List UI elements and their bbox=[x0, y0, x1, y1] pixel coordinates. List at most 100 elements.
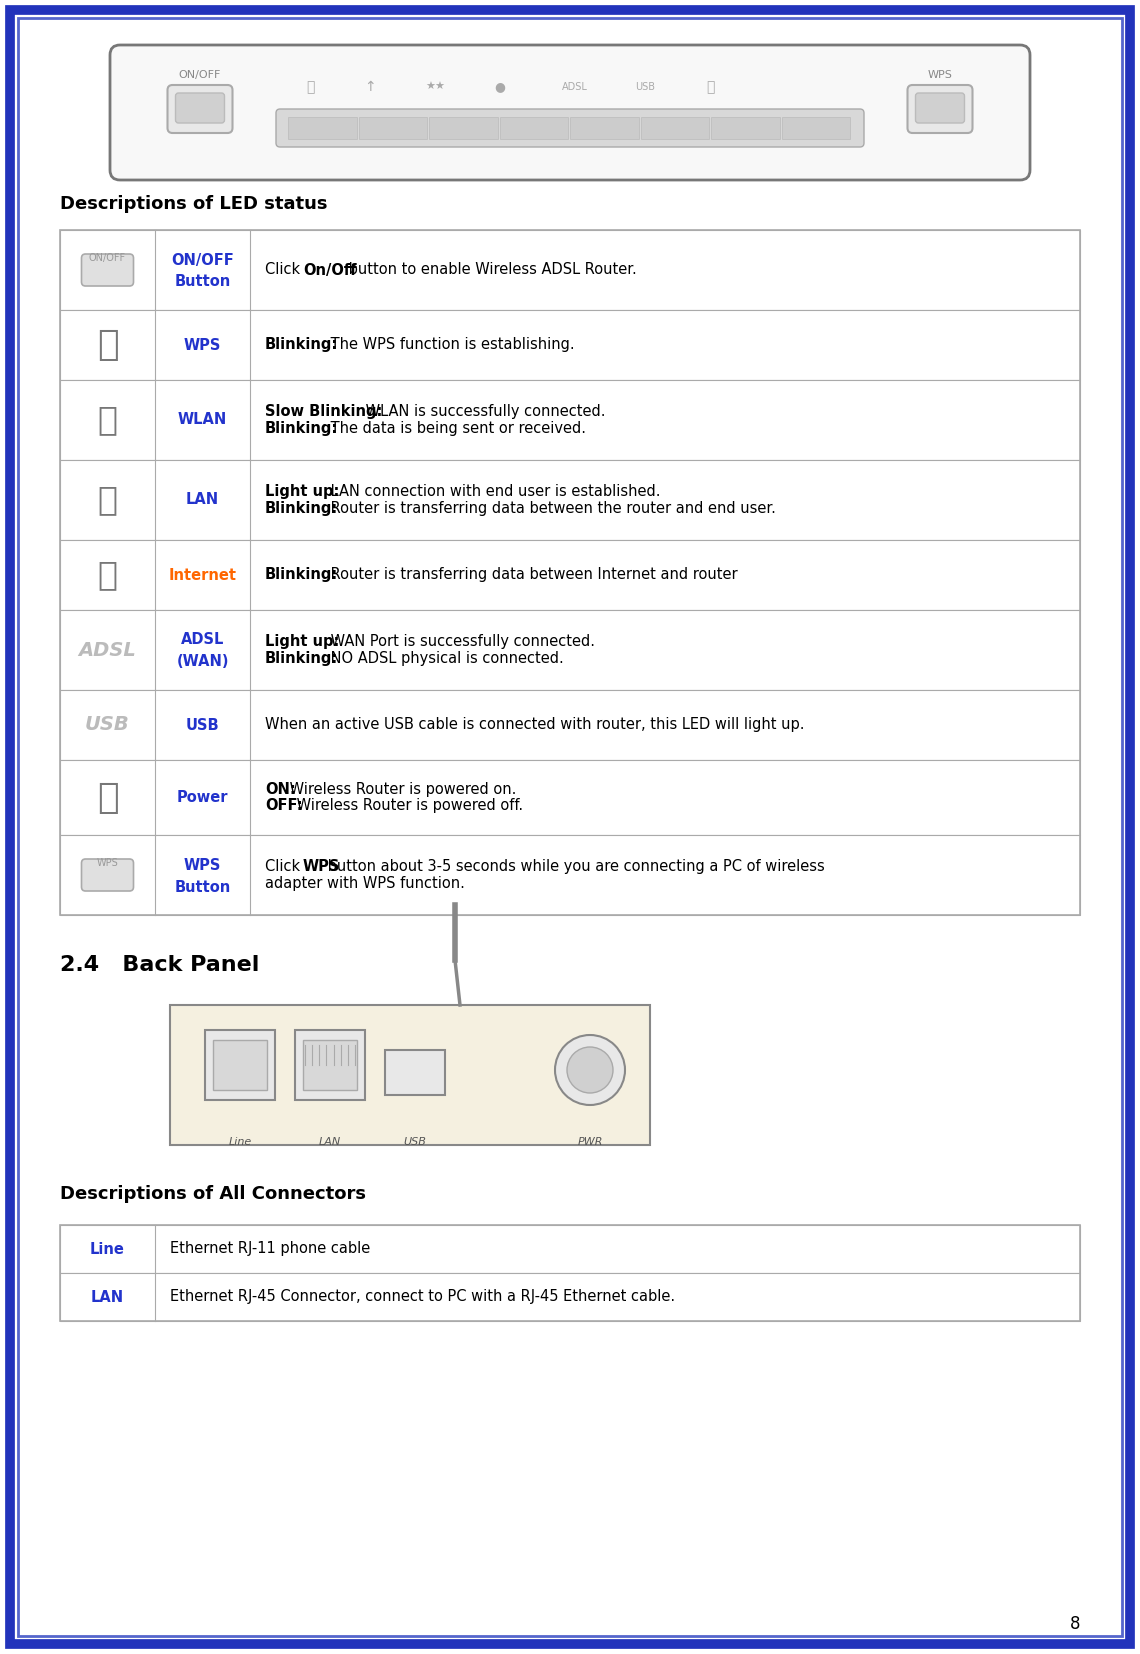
Text: Button: Button bbox=[174, 275, 230, 289]
Bar bbox=[641, 117, 709, 139]
Text: Ethernet RJ-11 phone cable: Ethernet RJ-11 phone cable bbox=[170, 1242, 370, 1257]
FancyBboxPatch shape bbox=[276, 109, 864, 147]
Bar bbox=[60, 460, 1080, 539]
Text: LAN connection with end user is established.: LAN connection with end user is establis… bbox=[326, 485, 661, 500]
Text: Router is transferring data between the router and end user.: Router is transferring data between the … bbox=[326, 501, 776, 516]
Text: On/Off: On/Off bbox=[303, 263, 357, 278]
Text: Blinking:: Blinking: bbox=[264, 501, 339, 516]
Bar bbox=[60, 230, 1080, 309]
Text: USB: USB bbox=[186, 718, 219, 733]
Bar bbox=[205, 1030, 275, 1100]
Bar bbox=[60, 835, 1080, 915]
Bar bbox=[295, 1030, 365, 1100]
Bar bbox=[429, 117, 497, 139]
Text: USB: USB bbox=[404, 1136, 426, 1146]
Text: ↑: ↑ bbox=[364, 79, 376, 94]
Text: 🔒: 🔒 bbox=[97, 327, 119, 362]
Text: ON/OFF: ON/OFF bbox=[89, 253, 127, 263]
Bar bbox=[499, 117, 568, 139]
Text: LAN: LAN bbox=[91, 1290, 124, 1305]
Bar bbox=[170, 1006, 650, 1145]
Bar bbox=[60, 380, 1080, 460]
Bar bbox=[60, 610, 1080, 690]
Text: Descriptions of All Connectors: Descriptions of All Connectors bbox=[60, 1184, 366, 1202]
Text: Blinking:: Blinking: bbox=[264, 420, 339, 437]
Text: Light up:: Light up: bbox=[264, 485, 340, 500]
Bar bbox=[213, 1040, 267, 1090]
Text: ADSL: ADSL bbox=[562, 83, 588, 93]
Bar bbox=[711, 117, 780, 139]
Text: Wireless Router is powered off.: Wireless Router is powered off. bbox=[292, 799, 523, 814]
FancyBboxPatch shape bbox=[168, 84, 233, 132]
Text: 2.4   Back Panel: 2.4 Back Panel bbox=[60, 954, 260, 974]
Text: Wireless Router is powered on.: Wireless Router is powered on. bbox=[285, 782, 516, 797]
Text: ★★: ★★ bbox=[425, 83, 445, 93]
Text: Ethernet RJ-45 Connector, connect to PC with a RJ-45 Ethernet cable.: Ethernet RJ-45 Connector, connect to PC … bbox=[170, 1290, 675, 1305]
Text: WPS: WPS bbox=[303, 858, 340, 873]
Text: The WPS function is establishing.: The WPS function is establishing. bbox=[326, 337, 575, 352]
Text: Line: Line bbox=[90, 1242, 125, 1257]
Text: 8: 8 bbox=[1069, 1614, 1081, 1632]
Text: WPS: WPS bbox=[184, 337, 221, 352]
Text: button to enable Wireless ADSL Router.: button to enable Wireless ADSL Router. bbox=[344, 263, 636, 278]
Text: adapter with WPS function.: adapter with WPS function. bbox=[264, 877, 465, 892]
Circle shape bbox=[555, 1035, 625, 1105]
Text: Click: Click bbox=[264, 858, 304, 873]
Text: ADSL: ADSL bbox=[181, 632, 225, 647]
Bar bbox=[60, 539, 1080, 610]
Text: PWR: PWR bbox=[577, 1136, 603, 1146]
Bar bbox=[60, 309, 1080, 380]
Bar bbox=[782, 117, 850, 139]
Text: Power: Power bbox=[177, 791, 228, 805]
Text: 🌐: 🌐 bbox=[98, 559, 117, 592]
FancyBboxPatch shape bbox=[915, 93, 964, 122]
Text: Slow Blinking:: Slow Blinking: bbox=[264, 404, 382, 418]
Text: Click: Click bbox=[264, 263, 304, 278]
Text: ⏻: ⏻ bbox=[706, 79, 714, 94]
Text: Router is transferring data between Internet and router: Router is transferring data between Inte… bbox=[326, 567, 738, 582]
Text: LAN: LAN bbox=[186, 493, 219, 508]
Text: ●: ● bbox=[495, 81, 505, 94]
FancyBboxPatch shape bbox=[176, 93, 225, 122]
Text: LAN: LAN bbox=[319, 1136, 341, 1146]
Bar bbox=[60, 1226, 1080, 1274]
Text: WLAN: WLAN bbox=[178, 412, 227, 427]
Text: ADSL: ADSL bbox=[79, 640, 137, 660]
Text: ⏻: ⏻ bbox=[97, 781, 119, 814]
Text: Internet: Internet bbox=[169, 567, 236, 582]
Text: 🖧: 🖧 bbox=[98, 483, 117, 516]
Bar bbox=[60, 230, 1080, 915]
Text: ON/OFF: ON/OFF bbox=[179, 69, 221, 79]
Text: ON:: ON: bbox=[264, 782, 295, 797]
FancyBboxPatch shape bbox=[81, 858, 133, 892]
Bar bbox=[288, 117, 357, 139]
Text: button about 3-5 seconds while you are connecting a PC of wireless: button about 3-5 seconds while you are c… bbox=[324, 858, 825, 873]
Text: 📶: 📶 bbox=[98, 404, 117, 437]
Bar bbox=[570, 117, 638, 139]
Text: WPS: WPS bbox=[928, 69, 952, 79]
Bar bbox=[385, 1050, 445, 1095]
Text: USB: USB bbox=[86, 716, 130, 734]
Bar bbox=[303, 1040, 357, 1090]
Text: WLAN is successfully connected.: WLAN is successfully connected. bbox=[360, 404, 605, 418]
Text: The data is being sent or received.: The data is being sent or received. bbox=[326, 420, 586, 437]
Bar bbox=[358, 117, 428, 139]
Text: ON/OFF: ON/OFF bbox=[171, 253, 234, 268]
Bar bbox=[60, 690, 1080, 759]
Text: Blinking:: Blinking: bbox=[264, 652, 339, 667]
FancyBboxPatch shape bbox=[109, 45, 1031, 180]
Bar bbox=[60, 759, 1080, 835]
Text: Blinking:: Blinking: bbox=[264, 567, 339, 582]
Text: When an active USB cable is connected with router, this LED will light up.: When an active USB cable is connected wi… bbox=[264, 718, 805, 733]
Text: Button: Button bbox=[174, 880, 230, 895]
Text: (WAN): (WAN) bbox=[177, 655, 229, 670]
Bar bbox=[60, 1274, 1080, 1322]
Text: WPS: WPS bbox=[97, 858, 119, 868]
Circle shape bbox=[567, 1047, 613, 1093]
Text: Line: Line bbox=[228, 1136, 252, 1146]
FancyBboxPatch shape bbox=[81, 255, 133, 286]
Text: NO ADSL physical is connected.: NO ADSL physical is connected. bbox=[326, 652, 564, 667]
FancyBboxPatch shape bbox=[907, 84, 972, 132]
Text: Descriptions of LED status: Descriptions of LED status bbox=[60, 195, 327, 213]
Text: Light up:: Light up: bbox=[264, 633, 340, 648]
